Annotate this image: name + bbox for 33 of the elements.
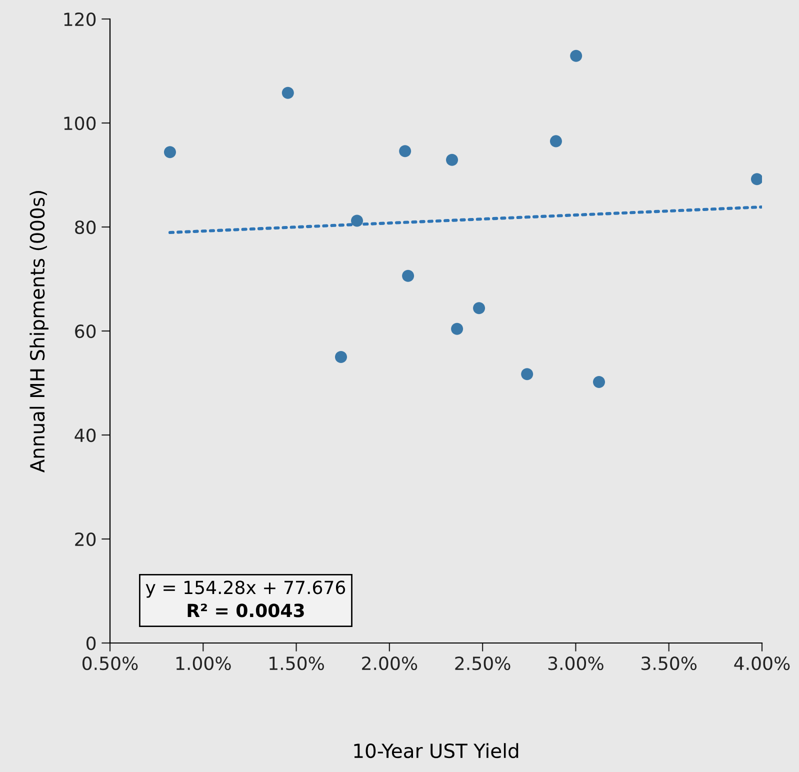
point [570,50,582,62]
y-tick-label: 80 [75,220,96,234]
y-tick-label: 100 [64,116,96,130]
x-tick-label: 1.00% [176,656,231,670]
point [750,173,762,186]
y-tick-label: 0 [86,636,96,650]
point [334,350,348,364]
point [451,322,464,335]
x-tick-label: 2.50% [455,656,510,670]
y-axis-title: Annual MH Shipments (000s) [30,191,48,473]
y-tick-label: 120 [64,12,96,26]
point [446,154,458,166]
y-tick-label: 60 [75,324,96,338]
point [521,368,534,380]
point [351,214,364,227]
x-tick-label: 4.00% [734,656,790,670]
x-tick-label: 3.00% [548,656,604,670]
point [592,376,606,388]
y-tick-label: 40 [74,428,96,442]
x-tick-label: 3.50% [642,656,697,670]
x-tick-label: 0.50% [82,656,138,670]
annotation: y = 154.28x + 77.676 [146,580,346,598]
point [164,146,176,158]
point [550,135,562,148]
x-tick-label: 2.00% [362,656,418,670]
y-tick-label: 20 [75,532,96,546]
x-axis-title: 10-Year UST Yield [354,743,518,758]
point [402,270,414,282]
x-tick-label: 1.50% [270,656,324,670]
point [473,302,486,314]
point [282,86,294,99]
point [399,145,412,158]
annotation: R² = 0.0043 [188,604,304,618]
